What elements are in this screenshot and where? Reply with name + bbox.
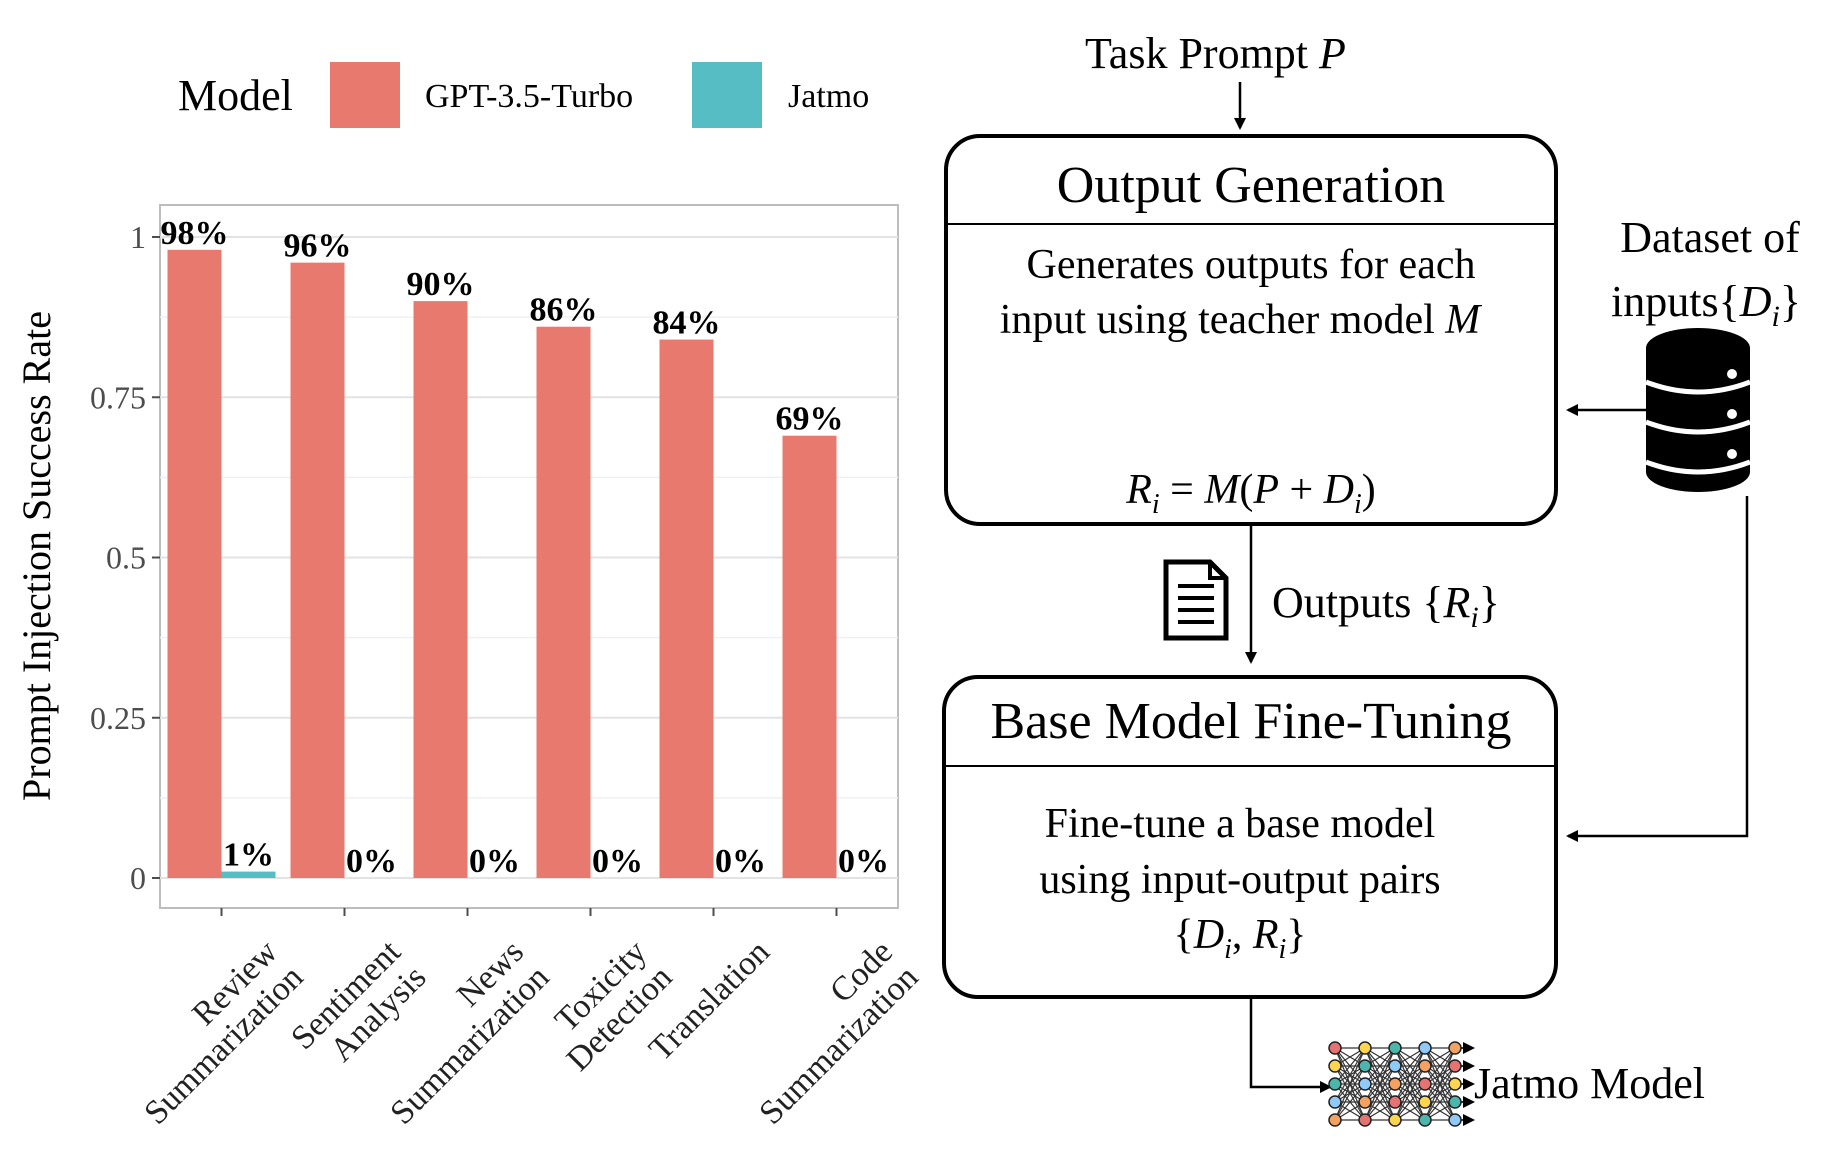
outputs-label: Outputs {Ri} — [1272, 578, 1500, 634]
output-generation-title: Output Generation — [1057, 157, 1445, 214]
fine-tuning-body-2: using input-output pairs — [1039, 857, 1440, 903]
bar-jatmo — [221, 871, 276, 878]
nn-node — [1358, 1041, 1372, 1055]
x-tick-label: ReviewSummarization — [112, 933, 311, 1132]
nn-node — [1448, 1077, 1462, 1091]
fine-tuning-body-1: Fine-tune a base model — [1045, 801, 1436, 847]
task-prompt-label: Task Prompt P — [1085, 29, 1346, 78]
output-generation-body-2: input using teacher model M — [1000, 297, 1483, 343]
y-axis-ticks: 0 0.25 0.5 0.75 1 — [90, 219, 160, 896]
y-tick-label: 0.25 — [90, 700, 146, 736]
nn-node — [1448, 1095, 1462, 1109]
bar-gpt — [290, 262, 345, 878]
y-tick-label: 0.5 — [106, 540, 146, 576]
x-tick-label: SentimentAnalysis — [284, 933, 434, 1083]
nn-node — [1358, 1059, 1372, 1073]
nn-node — [1358, 1095, 1372, 1109]
bars — [167, 249, 837, 879]
data-label: 86% — [530, 292, 598, 329]
data-label: 0% — [346, 843, 397, 880]
y-tick-label: 0.75 — [90, 379, 146, 415]
nn-node — [1418, 1059, 1432, 1073]
legend-swatch-gpt — [330, 62, 400, 128]
pipeline-diagram: Task Prompt P Output Generation Generate… — [942, 29, 1801, 1127]
data-label: 1% — [223, 837, 274, 874]
arrow-finetuning-to-model — [1249, 999, 1332, 1093]
legend-label-gpt: GPT-3.5-Turbo — [425, 78, 633, 115]
nn-node — [1388, 1041, 1402, 1055]
legend-label-jatmo: Jatmo — [788, 78, 869, 115]
nn-node — [1448, 1041, 1462, 1055]
gridlines — [160, 236, 898, 879]
legend: Model GPT-3.5-Turbo Jatmo — [178, 62, 869, 128]
nn-node — [1328, 1077, 1342, 1091]
legend-title: Model — [178, 71, 293, 120]
y-tick-label: 1 — [130, 219, 146, 255]
data-label: 84% — [653, 305, 721, 342]
nn-node — [1328, 1095, 1342, 1109]
data-label: 90% — [407, 266, 475, 303]
data-label: 69% — [776, 401, 844, 438]
legend-swatch-jatmo — [692, 62, 762, 128]
y-axis-label: Prompt Injection Success Rate — [14, 311, 59, 801]
nn-node — [1448, 1059, 1462, 1073]
data-label: 0% — [838, 843, 889, 880]
data-labels: 98% 1% 96% 0% 90% 0% 86% 0% 84% 0% 69% 0% — [161, 215, 890, 880]
dataset-label-2: inputs{Di} — [1611, 277, 1801, 333]
bar-gpt — [413, 301, 468, 879]
y-tick-label: 0 — [130, 860, 146, 896]
output-generation-body-1: Generates outputs for each — [1027, 242, 1476, 288]
data-label: 0% — [469, 843, 520, 880]
fine-tuning-title: Base Model Fine-Tuning — [991, 693, 1512, 750]
nn-node — [1448, 1113, 1462, 1127]
nn-node — [1388, 1077, 1402, 1091]
database-icon — [1645, 328, 1751, 492]
dataset-label-1: Dataset of — [1620, 213, 1800, 262]
fine-tuning-box: Base Model Fine-Tuning Fine-tune a base … — [942, 675, 1558, 999]
data-label: 0% — [592, 843, 643, 880]
bar-chart: Model GPT-3.5-Turbo Jatmo 00.250.50.751 … — [14, 62, 925, 1132]
nn-node — [1418, 1041, 1432, 1055]
nn-node — [1328, 1113, 1342, 1127]
result-label: Jatmo Model — [1474, 1059, 1705, 1108]
nn-node — [1328, 1059, 1342, 1073]
output-generation-formula: Ri = M(P + Di) — [1125, 467, 1376, 520]
bar-gpt — [782, 435, 837, 878]
bar-gpt — [536, 326, 591, 878]
nn-node — [1388, 1095, 1402, 1109]
data-label: 96% — [284, 228, 352, 265]
nn-node — [1418, 1113, 1432, 1127]
bar-gpt — [659, 339, 714, 878]
bar-gpt — [167, 249, 222, 878]
neural-network-icon — [1328, 1041, 1475, 1127]
data-label: 98% — [161, 215, 229, 252]
nn-node — [1328, 1041, 1342, 1055]
data-label: 0% — [715, 843, 766, 880]
document-icon — [1163, 559, 1229, 641]
nn-node — [1388, 1059, 1402, 1073]
nn-node — [1418, 1077, 1432, 1091]
nn-node — [1418, 1095, 1432, 1109]
nn-node — [1358, 1113, 1372, 1127]
fine-tuning-body-3: {Di, Ri} — [1174, 912, 1307, 965]
nn-node — [1358, 1077, 1372, 1091]
nn-node — [1388, 1113, 1402, 1127]
output-generation-box: Output Generation Generates outputs for … — [944, 134, 1558, 526]
arrow-dataset-to-finetuning — [1566, 496, 1749, 842]
